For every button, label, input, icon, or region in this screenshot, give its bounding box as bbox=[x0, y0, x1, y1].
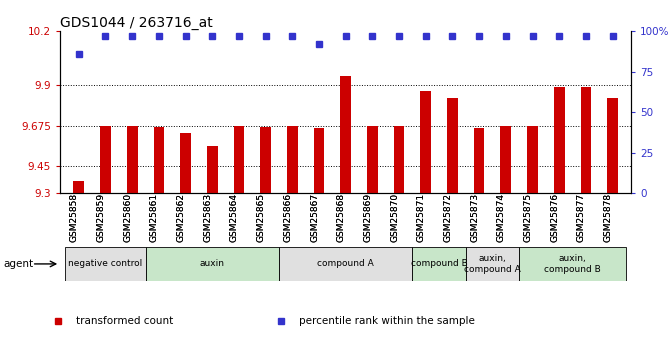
Text: GSM25870: GSM25870 bbox=[390, 193, 399, 242]
Text: negative control: negative control bbox=[68, 259, 142, 268]
Bar bbox=[466, 247, 519, 281]
Text: GSM25865: GSM25865 bbox=[257, 193, 266, 242]
Text: GSM25862: GSM25862 bbox=[176, 193, 186, 242]
Text: compound A: compound A bbox=[317, 259, 374, 268]
Text: GSM25867: GSM25867 bbox=[310, 193, 319, 242]
Bar bbox=[154, 127, 164, 193]
Text: compound B: compound B bbox=[411, 259, 468, 268]
Text: GSM25872: GSM25872 bbox=[444, 193, 452, 242]
Bar bbox=[73, 180, 84, 193]
Text: auxin: auxin bbox=[200, 259, 224, 268]
Text: GSM25869: GSM25869 bbox=[363, 193, 372, 242]
Text: agent: agent bbox=[3, 259, 33, 269]
Text: transformed count: transformed count bbox=[76, 316, 174, 326]
Text: GSM25875: GSM25875 bbox=[524, 193, 532, 242]
Text: GSM25868: GSM25868 bbox=[337, 193, 346, 242]
Bar bbox=[234, 126, 244, 193]
Bar bbox=[554, 87, 564, 193]
Bar bbox=[500, 126, 511, 193]
Bar bbox=[580, 87, 591, 193]
Text: GSM25860: GSM25860 bbox=[123, 193, 132, 242]
Bar bbox=[474, 128, 484, 193]
Bar bbox=[420, 90, 431, 193]
Bar bbox=[146, 247, 279, 281]
Text: GSM25865: GSM25865 bbox=[257, 193, 266, 242]
Text: GSM25862: GSM25862 bbox=[176, 193, 186, 242]
Text: GSM25860: GSM25860 bbox=[123, 193, 132, 242]
Text: GSM25864: GSM25864 bbox=[230, 193, 239, 242]
Text: GSM25877: GSM25877 bbox=[577, 193, 586, 242]
Text: auxin,
compound B: auxin, compound B bbox=[544, 254, 601, 274]
Text: GSM25871: GSM25871 bbox=[417, 193, 426, 242]
Text: GSM25876: GSM25876 bbox=[550, 193, 559, 242]
Bar bbox=[607, 98, 618, 193]
Text: GSM25878: GSM25878 bbox=[604, 193, 613, 242]
Bar bbox=[100, 126, 111, 193]
Bar bbox=[367, 126, 377, 193]
Text: GSM25875: GSM25875 bbox=[524, 193, 532, 242]
Text: GSM25873: GSM25873 bbox=[470, 193, 479, 242]
Bar bbox=[180, 133, 191, 193]
Text: GSM25858: GSM25858 bbox=[69, 193, 79, 242]
Text: percentile rank within the sample: percentile rank within the sample bbox=[299, 316, 474, 326]
Text: GSM25870: GSM25870 bbox=[390, 193, 399, 242]
Text: GDS1044 / 263716_at: GDS1044 / 263716_at bbox=[60, 16, 213, 30]
Text: GSM25873: GSM25873 bbox=[470, 193, 479, 242]
Text: GSM25859: GSM25859 bbox=[96, 193, 106, 242]
Bar bbox=[279, 247, 412, 281]
Text: GSM25869: GSM25869 bbox=[363, 193, 372, 242]
Text: GSM25874: GSM25874 bbox=[497, 193, 506, 242]
Text: GSM25867: GSM25867 bbox=[310, 193, 319, 242]
Bar bbox=[287, 126, 298, 193]
Bar bbox=[341, 76, 351, 193]
Text: GSM25868: GSM25868 bbox=[337, 193, 346, 242]
Text: GSM25866: GSM25866 bbox=[283, 193, 293, 242]
Bar bbox=[412, 247, 466, 281]
Text: GSM25863: GSM25863 bbox=[203, 193, 212, 242]
Text: GSM25861: GSM25861 bbox=[150, 193, 159, 242]
Bar bbox=[65, 247, 146, 281]
Bar bbox=[127, 126, 138, 193]
Text: GSM25861: GSM25861 bbox=[150, 193, 159, 242]
Text: GSM25858: GSM25858 bbox=[69, 193, 79, 242]
Bar bbox=[207, 146, 218, 193]
Text: auxin,
compound A: auxin, compound A bbox=[464, 254, 521, 274]
Text: GSM25874: GSM25874 bbox=[497, 193, 506, 242]
Text: GSM25859: GSM25859 bbox=[96, 193, 106, 242]
Bar bbox=[261, 127, 271, 193]
Bar bbox=[519, 247, 626, 281]
Bar bbox=[447, 98, 458, 193]
Text: GSM25876: GSM25876 bbox=[550, 193, 559, 242]
Text: GSM25877: GSM25877 bbox=[577, 193, 586, 242]
Bar bbox=[393, 126, 404, 193]
Text: GSM25878: GSM25878 bbox=[604, 193, 613, 242]
Text: GSM25871: GSM25871 bbox=[417, 193, 426, 242]
Text: GSM25872: GSM25872 bbox=[444, 193, 452, 242]
Text: GSM25864: GSM25864 bbox=[230, 193, 239, 242]
Bar bbox=[527, 126, 538, 193]
Text: GSM25866: GSM25866 bbox=[283, 193, 293, 242]
Text: GSM25863: GSM25863 bbox=[203, 193, 212, 242]
Bar bbox=[314, 128, 325, 193]
